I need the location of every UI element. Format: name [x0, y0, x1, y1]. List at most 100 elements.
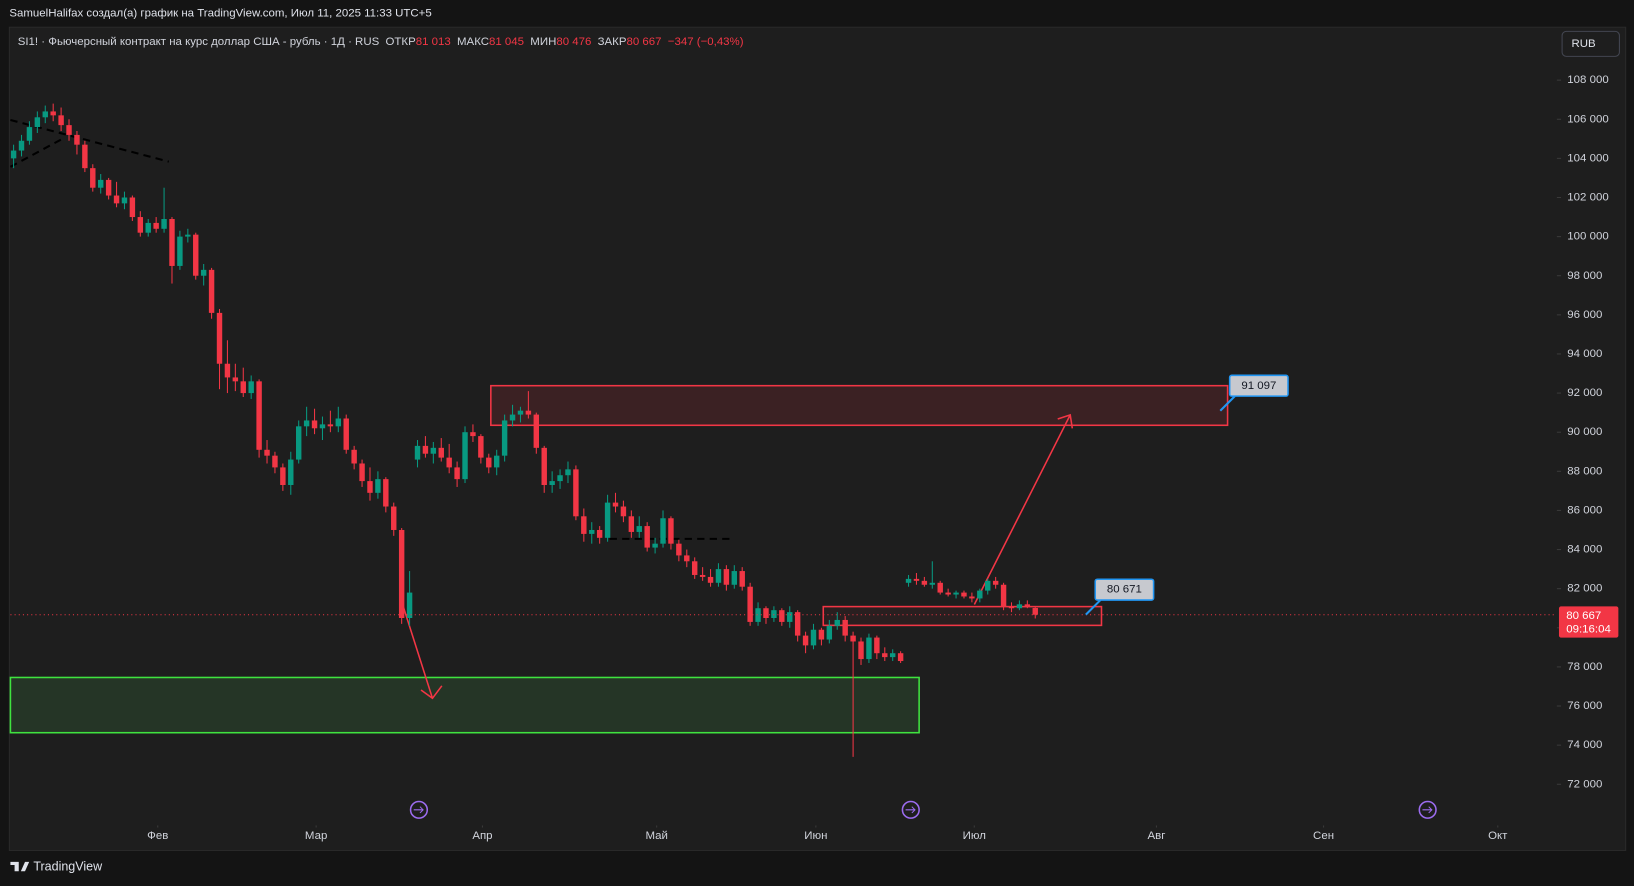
candle-body — [383, 479, 389, 507]
button-frame[interactable] — [1561, 30, 1620, 57]
candle-body — [509, 414, 516, 421]
event-icons — [409, 800, 1437, 819]
callout-leader — [1219, 395, 1236, 412]
candle-body — [573, 469, 579, 517]
high-value: 81 045 — [489, 36, 524, 48]
candle-body — [628, 516, 635, 532]
candle-body — [311, 420, 318, 429]
candle-body — [644, 526, 650, 548]
candle-body — [113, 195, 120, 204]
low-label: МИН — [530, 36, 556, 48]
candle-body — [1032, 607, 1038, 615]
candle-body — [82, 144, 88, 169]
close-label: ЗАКР — [598, 36, 627, 48]
candle-body — [969, 596, 975, 599]
candle-body — [367, 481, 373, 493]
candle-body — [620, 506, 627, 517]
arrow-up — [973, 413, 1074, 605]
candle-body — [343, 418, 349, 450]
y-tick-label: 100 000 — [1567, 231, 1608, 243]
candle-body — [327, 424, 334, 427]
legend-line: SI1! · Фьючерсный контракт на курс долла… — [18, 36, 744, 48]
candle-body — [533, 414, 540, 448]
candle-body — [1008, 606, 1015, 609]
candle-body — [565, 469, 571, 476]
candle-body — [676, 543, 682, 556]
candle-body — [937, 582, 943, 593]
candle-body — [929, 582, 936, 585]
candle-body — [596, 529, 603, 538]
candle-body — [224, 363, 231, 378]
y-tick-label: 76 000 — [1567, 700, 1602, 712]
candle-body — [826, 625, 833, 640]
x-tick-label: Апр — [472, 830, 492, 842]
candle-body — [763, 608, 769, 618]
y-tick-label: 98 000 — [1567, 270, 1602, 282]
candle-body — [264, 449, 270, 456]
candle-body — [208, 269, 215, 313]
candle-body — [137, 217, 144, 233]
candle-body — [810, 629, 817, 646]
candle-body — [589, 529, 595, 534]
event-icon-arrow — [1422, 806, 1433, 814]
candle-body — [50, 111, 56, 116]
candle-body — [430, 447, 437, 454]
x-tick-label: Май — [645, 830, 667, 842]
candle-body — [771, 610, 777, 618]
candle-body — [10, 150, 17, 159]
candle-body — [517, 410, 524, 415]
candle-body — [248, 381, 254, 394]
drawings — [9, 118, 1437, 819]
candle-body — [335, 418, 342, 427]
symbol: SI1! · Фьючерсный контракт на курс долла… — [18, 36, 380, 48]
candle-body — [478, 436, 484, 458]
candle-body — [58, 115, 64, 126]
candle-body — [129, 197, 136, 218]
candle-body — [74, 134, 80, 145]
y-tick-label: 74 000 — [1567, 739, 1602, 751]
currency-button[interactable]: RUB — [1561, 30, 1620, 57]
candle-body — [295, 426, 302, 460]
y-tick-label: 106 000 — [1567, 113, 1608, 125]
candle-body — [905, 578, 912, 583]
y-tick-label: 104 000 — [1567, 152, 1608, 164]
candle-body — [153, 222, 159, 229]
candle-body — [802, 635, 809, 646]
candle-body — [216, 312, 223, 364]
x-tick-label: Июл — [963, 830, 986, 842]
candle-body — [549, 481, 555, 486]
y-tick-label: 90 000 — [1567, 426, 1602, 438]
branding: TradingView — [33, 859, 103, 873]
candle-body — [612, 502, 619, 507]
candle-body — [42, 111, 48, 118]
candle-body — [446, 457, 452, 468]
candle-body — [232, 377, 239, 382]
y-tick-label: 88 000 — [1567, 465, 1602, 477]
candle-body — [256, 381, 262, 450]
button-label[interactable]: RUB — [1571, 38, 1596, 50]
footer-logo: TradingView — [10, 859, 103, 873]
candle-body — [414, 445, 421, 460]
caption: SamuelHalifax создал(а) график на Tradin… — [9, 8, 431, 20]
candle-body — [303, 420, 310, 427]
candle-body — [779, 610, 785, 622]
candle-body — [161, 219, 167, 229]
candle-body — [398, 529, 405, 618]
chart-panel — [8, 26, 1627, 851]
x-tick-label: Фев — [147, 830, 168, 842]
candle-body — [169, 219, 175, 266]
candle-body — [985, 580, 991, 591]
x-tick-label: Авг — [1147, 830, 1165, 842]
candle-body — [525, 410, 532, 415]
candle-body — [794, 612, 801, 636]
candle-body — [26, 127, 33, 141]
candle-body — [121, 197, 128, 204]
y-tick-label: 72 000 — [1567, 778, 1602, 790]
candle-body — [953, 592, 959, 595]
candle-body — [422, 445, 429, 454]
candle-body — [897, 653, 904, 662]
callout-label: 80 671 — [1107, 584, 1142, 596]
candle-body — [652, 543, 658, 548]
